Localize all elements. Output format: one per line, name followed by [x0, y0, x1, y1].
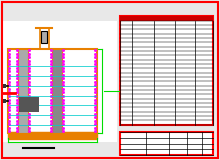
Bar: [52, 49, 62, 133]
Bar: [120, 16, 213, 21]
Bar: [18, 49, 28, 133]
Bar: [2, 99, 6, 103]
Bar: [3, 21, 117, 142]
Bar: [40, 28, 49, 49]
Bar: [120, 16, 213, 125]
Bar: [19, 97, 39, 112]
Bar: [41, 31, 48, 43]
Bar: [2, 84, 6, 88]
Bar: [8, 49, 97, 133]
Bar: [53, 113, 62, 123]
Bar: [8, 132, 97, 139]
Bar: [120, 132, 213, 155]
